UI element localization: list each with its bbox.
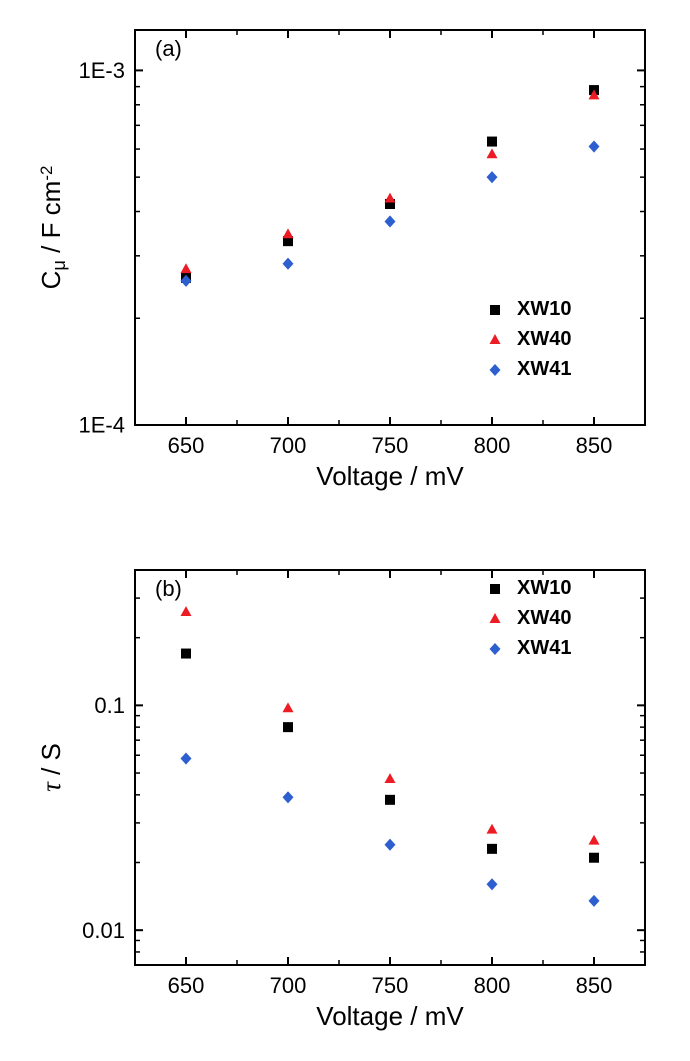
panel-a: 650 700 750 800 850 1E-4 1E-3 Voltage / mV Cμ / … [36,30,645,491]
ylabel: τ / S [36,743,66,792]
ylabel: Cμ / F cm-2 [36,166,69,290]
figure-svg: 650 700 750 800 850 1E-4 1E-3 Voltage / mV Cμ / … [0,0,690,1061]
xtick-label: 800 [474,973,511,998]
legend-label: XW10 [517,298,571,320]
xlabel: Voltage / mV [316,1001,464,1031]
xtick-label: 700 [270,973,307,998]
svg-text:τ / S: τ / S [36,743,66,792]
xtick-label: 650 [168,973,205,998]
xtick-label: 650 [168,433,205,458]
xlabel: Voltage / mV [316,461,464,491]
panel-label: (a) [155,36,182,61]
legend-label: XW41 [517,358,571,380]
ytick-label: 1E-4 [79,413,125,438]
series-XW41 [181,140,600,286]
figure-page: 650 700 750 800 850 1E-4 1E-3 Voltage / mV Cμ / … [0,0,690,1061]
series-XW40 [181,89,600,273]
legend-label: XW41 [517,637,571,659]
ytick-label: 0.1 [94,693,125,718]
xtick-label: 750 [372,973,409,998]
legend: XW10 XW40 XW41 [490,298,572,380]
panel-b: 650 700 750 800 850 0.01 0.1 Voltage / mV τ / S (… [36,570,645,1031]
legend-label: XW40 [517,607,571,629]
legend: XW10 XW40 XW41 [490,577,572,659]
xtick-label: 800 [474,433,511,458]
xtick-label: 750 [372,433,409,458]
panel-label: (b) [155,576,182,601]
xtick-label: 850 [576,433,613,458]
ytick-label: 1E-3 [79,58,125,83]
xtick-label: 700 [270,433,307,458]
series-XW10 [181,85,599,283]
legend-label: XW10 [517,577,571,599]
ytick-label: 0.01 [82,918,125,943]
series-XW10 [181,649,599,863]
legend-label: XW40 [517,328,571,350]
svg-text:Cμ / F cm-2: Cμ / F cm-2 [36,166,69,290]
xtick-label: 850 [576,973,613,998]
